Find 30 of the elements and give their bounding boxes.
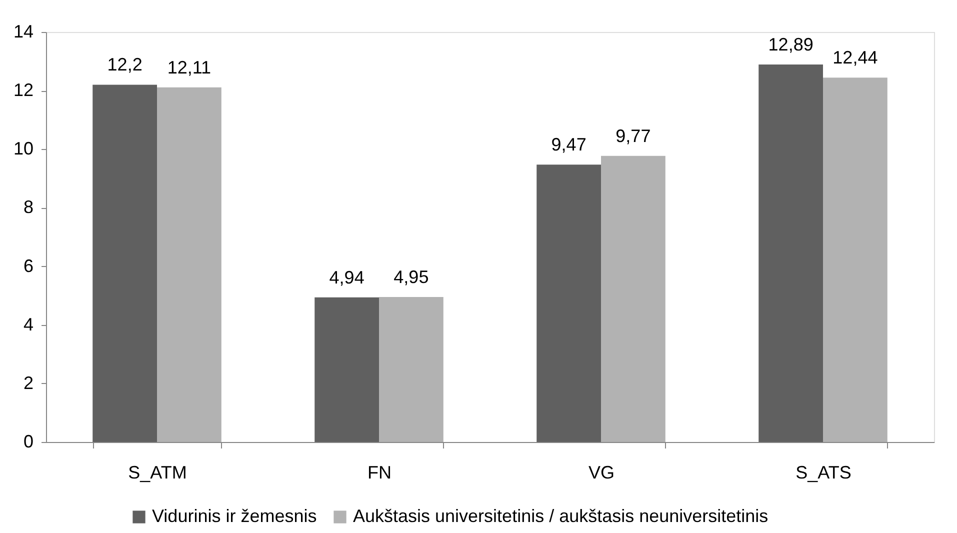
bar	[823, 78, 888, 442]
y-tick-label: 8	[23, 197, 34, 218]
data-label: 9,77	[616, 126, 651, 146]
bar	[92, 84, 157, 442]
bar	[536, 164, 601, 442]
y-tick-label: 0	[23, 432, 34, 452]
y-tick-label: 14	[13, 22, 34, 42]
x-tick-label: VG	[588, 462, 615, 482]
y-tick-label: 2	[23, 372, 34, 393]
y-tick-label: 6	[23, 256, 34, 276]
bar	[758, 64, 823, 442]
bar	[379, 297, 444, 442]
data-label: 12,11	[167, 57, 212, 78]
bar	[314, 297, 379, 442]
data-label: 4,95	[394, 267, 429, 288]
data-label: 12,89	[768, 34, 814, 55]
x-tick-label: FN	[368, 462, 392, 482]
legend-label: Aukštasis universitetinis / aukštasis neuniversitetinis	[353, 506, 768, 526]
x-tick-label: S_ATM	[128, 462, 187, 482]
legend-label: Vidurinis ir žemesnis	[152, 506, 317, 526]
data-label: 12,44	[832, 48, 878, 68]
x-tick-label: S_ATS	[796, 462, 852, 482]
bar	[601, 156, 666, 442]
data-label: 12,2	[107, 54, 142, 75]
data-label: 4,94	[329, 267, 364, 288]
bar	[157, 87, 222, 442]
y-tick-label: 12	[13, 80, 34, 100]
data-label: 9,47	[551, 134, 586, 155]
y-tick-label: 4	[23, 314, 34, 334]
y-tick-label: 10	[13, 138, 34, 159]
